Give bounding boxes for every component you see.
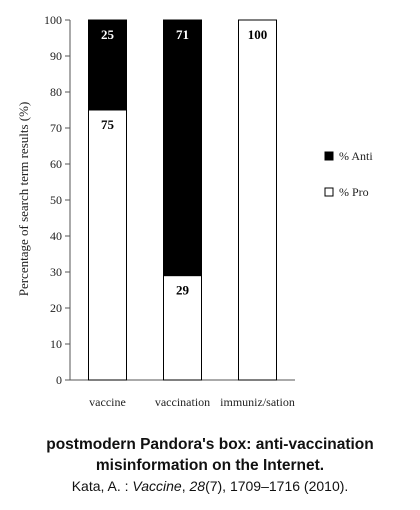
stacked-bar-chart: Percentage of search term results (%) 0 1… [16,13,373,409]
legend-swatch [324,151,334,161]
x-tick-label: immuniz/sation [220,395,295,409]
y-tick-label: 60 [50,157,62,171]
data-label: 75 [101,117,115,132]
bar-segment [163,19,202,277]
bar-segment [238,19,277,381]
y-tick-label: 50 [50,193,62,207]
y-tick-label: 0 [56,373,62,387]
legend-label: % Pro [339,185,369,199]
y-tick-label: 10 [50,337,62,351]
citation-volume: 28 [189,478,206,494]
y-ticks: 0 10 20 30 40 50 60 70 80 90 100 [44,13,70,387]
citation-rest: (7), 1709–1716 (2010). [205,478,349,494]
citation-author: Kata, A. : [71,478,133,494]
data-label: 25 [101,27,115,42]
citation-journal: Vaccine [132,478,182,494]
y-tick-label: 40 [50,229,62,243]
bar-segment [163,275,202,381]
legend-swatch [324,187,334,197]
y-tick-label: 20 [50,301,62,315]
bar-segment [88,109,127,381]
legend: % Anti % Pro [324,149,373,199]
y-tick-label: 100 [44,13,62,27]
legend-label: % Anti [339,149,373,163]
y-tick-label: 80 [50,85,62,99]
citation-volume-prefix: , 28 [182,478,205,494]
y-axis-label-group: Percentage of search term results (%) [16,102,31,297]
caption-citation: Kata, A. : Vaccine, 28(7), 1709–1716 (20… [0,476,420,497]
figure-caption: postmodern Pandora's box: anti-vaccinati… [0,434,420,497]
x-tick-label: vaccine [89,395,126,409]
caption-title: postmodern Pandora's box: anti-vaccinati… [46,436,374,474]
data-label: 71 [176,27,189,42]
bar-segment [88,19,127,111]
y-tick-label: 90 [50,49,62,63]
y-axis-label: Percentage of search term results (%) [16,102,31,297]
y-tick-label: 70 [50,121,62,135]
y-tick-label: 30 [50,265,62,279]
citation-volume-sep: , [181,478,190,494]
bars: 25 75 71 29 100 [88,19,277,381]
data-label: 100 [248,27,268,42]
x-tick-label: vaccination [155,395,210,409]
x-ticks: vaccine vaccination immuniz/sation [89,395,295,409]
data-label: 29 [176,283,190,298]
